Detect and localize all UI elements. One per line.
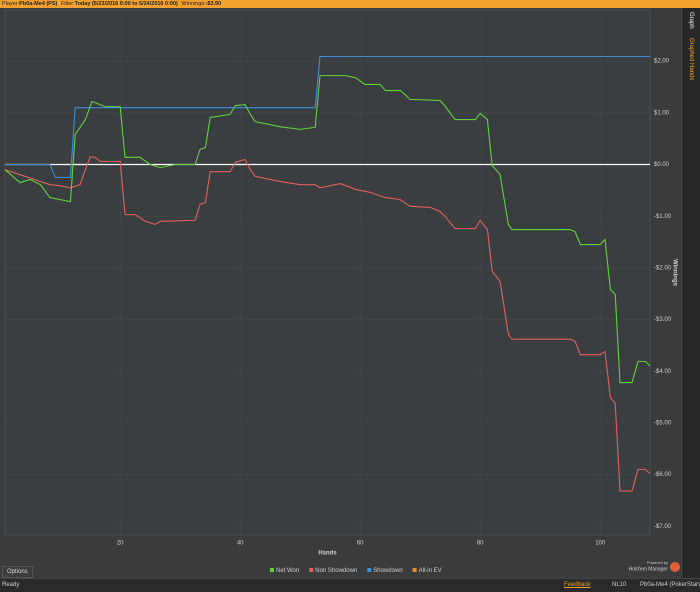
x-tick-label: 80 <box>477 541 484 547</box>
y-tick-label: -$4.00 <box>654 369 672 375</box>
x-tick-label: 40 <box>237 541 244 547</box>
options-button[interactable]: Options <box>2 566 33 578</box>
y-tick-label: $2.00 <box>654 59 670 65</box>
y-tick-label: $0.00 <box>654 162 670 168</box>
series-line <box>4 156 651 492</box>
brand-logo <box>670 562 680 572</box>
x-tick-label: 60 <box>357 541 364 547</box>
legend-label: Net Won <box>276 568 299 574</box>
tab-graph[interactable]: Graph <box>688 12 694 29</box>
x-axis-label: Hands <box>318 551 337 557</box>
filter-bar: Player:Pb0a-Me4 (PS) Filter:Today (5/23/… <box>0 0 700 8</box>
y-tick-label: -$2.00 <box>654 265 672 271</box>
player[interactable]: Pb0a-Me4 (PS) <box>19 1 58 7</box>
brand-line1: Powered by <box>647 560 668 565</box>
y-tick-label: -$3.00 <box>654 317 672 323</box>
y-tick-label: -$7.00 <box>654 524 672 530</box>
filter[interactable]: Today (5/23/2016 0:00 to 5/24/2016 0:00) <box>74 1 178 7</box>
series-line <box>5 55 650 178</box>
winnings-label: Winnings: <box>181 1 206 7</box>
legend-swatch <box>309 568 314 572</box>
status-bar: Ready Feedback NL10 Pb0a-Me4 (PokerStars… <box>0 578 700 592</box>
y-tick-label: -$6.00 <box>654 472 672 478</box>
legend-label: Non Showdown <box>315 568 357 574</box>
plot-area <box>4 9 651 536</box>
legend-swatch <box>270 568 274 572</box>
x-tick-label: 100 <box>595 541 606 547</box>
y-tick-label: -$1.00 <box>654 214 672 220</box>
series-line <box>4 75 651 384</box>
stakes: NL10 <box>612 582 627 588</box>
status-text: Ready <box>2 582 20 588</box>
tab-graphed-hands[interactable]: Graphed Hands <box>688 38 694 81</box>
x-tick-label: 20 <box>117 541 124 547</box>
account: Pb0a-Me4 (PokerStars) <box>640 582 700 588</box>
chart: $2.00 $1.00 $0.00 -$1.00 -$2.00 -$3.00 -$4.00 -… <box>0 8 683 578</box>
side-panel: Graph Graphed Hands <box>683 8 700 578</box>
legend-label: Showdown <box>373 568 402 574</box>
legend-label: All-in EV <box>419 568 442 574</box>
player-label: Player: <box>2 1 20 7</box>
feedback-link[interactable]: Feedback <box>564 582 591 588</box>
y-tick-label: $1.00 <box>654 110 670 116</box>
y-tick-label: -$5.00 <box>654 420 672 426</box>
y-axis-label: Winnings <box>671 259 677 287</box>
legend-swatch <box>412 568 417 572</box>
brand-line2: Hold'em Manager <box>629 566 669 572</box>
legend-swatch <box>367 568 372 572</box>
filter-label: Filter: <box>60 1 75 7</box>
winnings: -$3.90 <box>205 1 222 7</box>
